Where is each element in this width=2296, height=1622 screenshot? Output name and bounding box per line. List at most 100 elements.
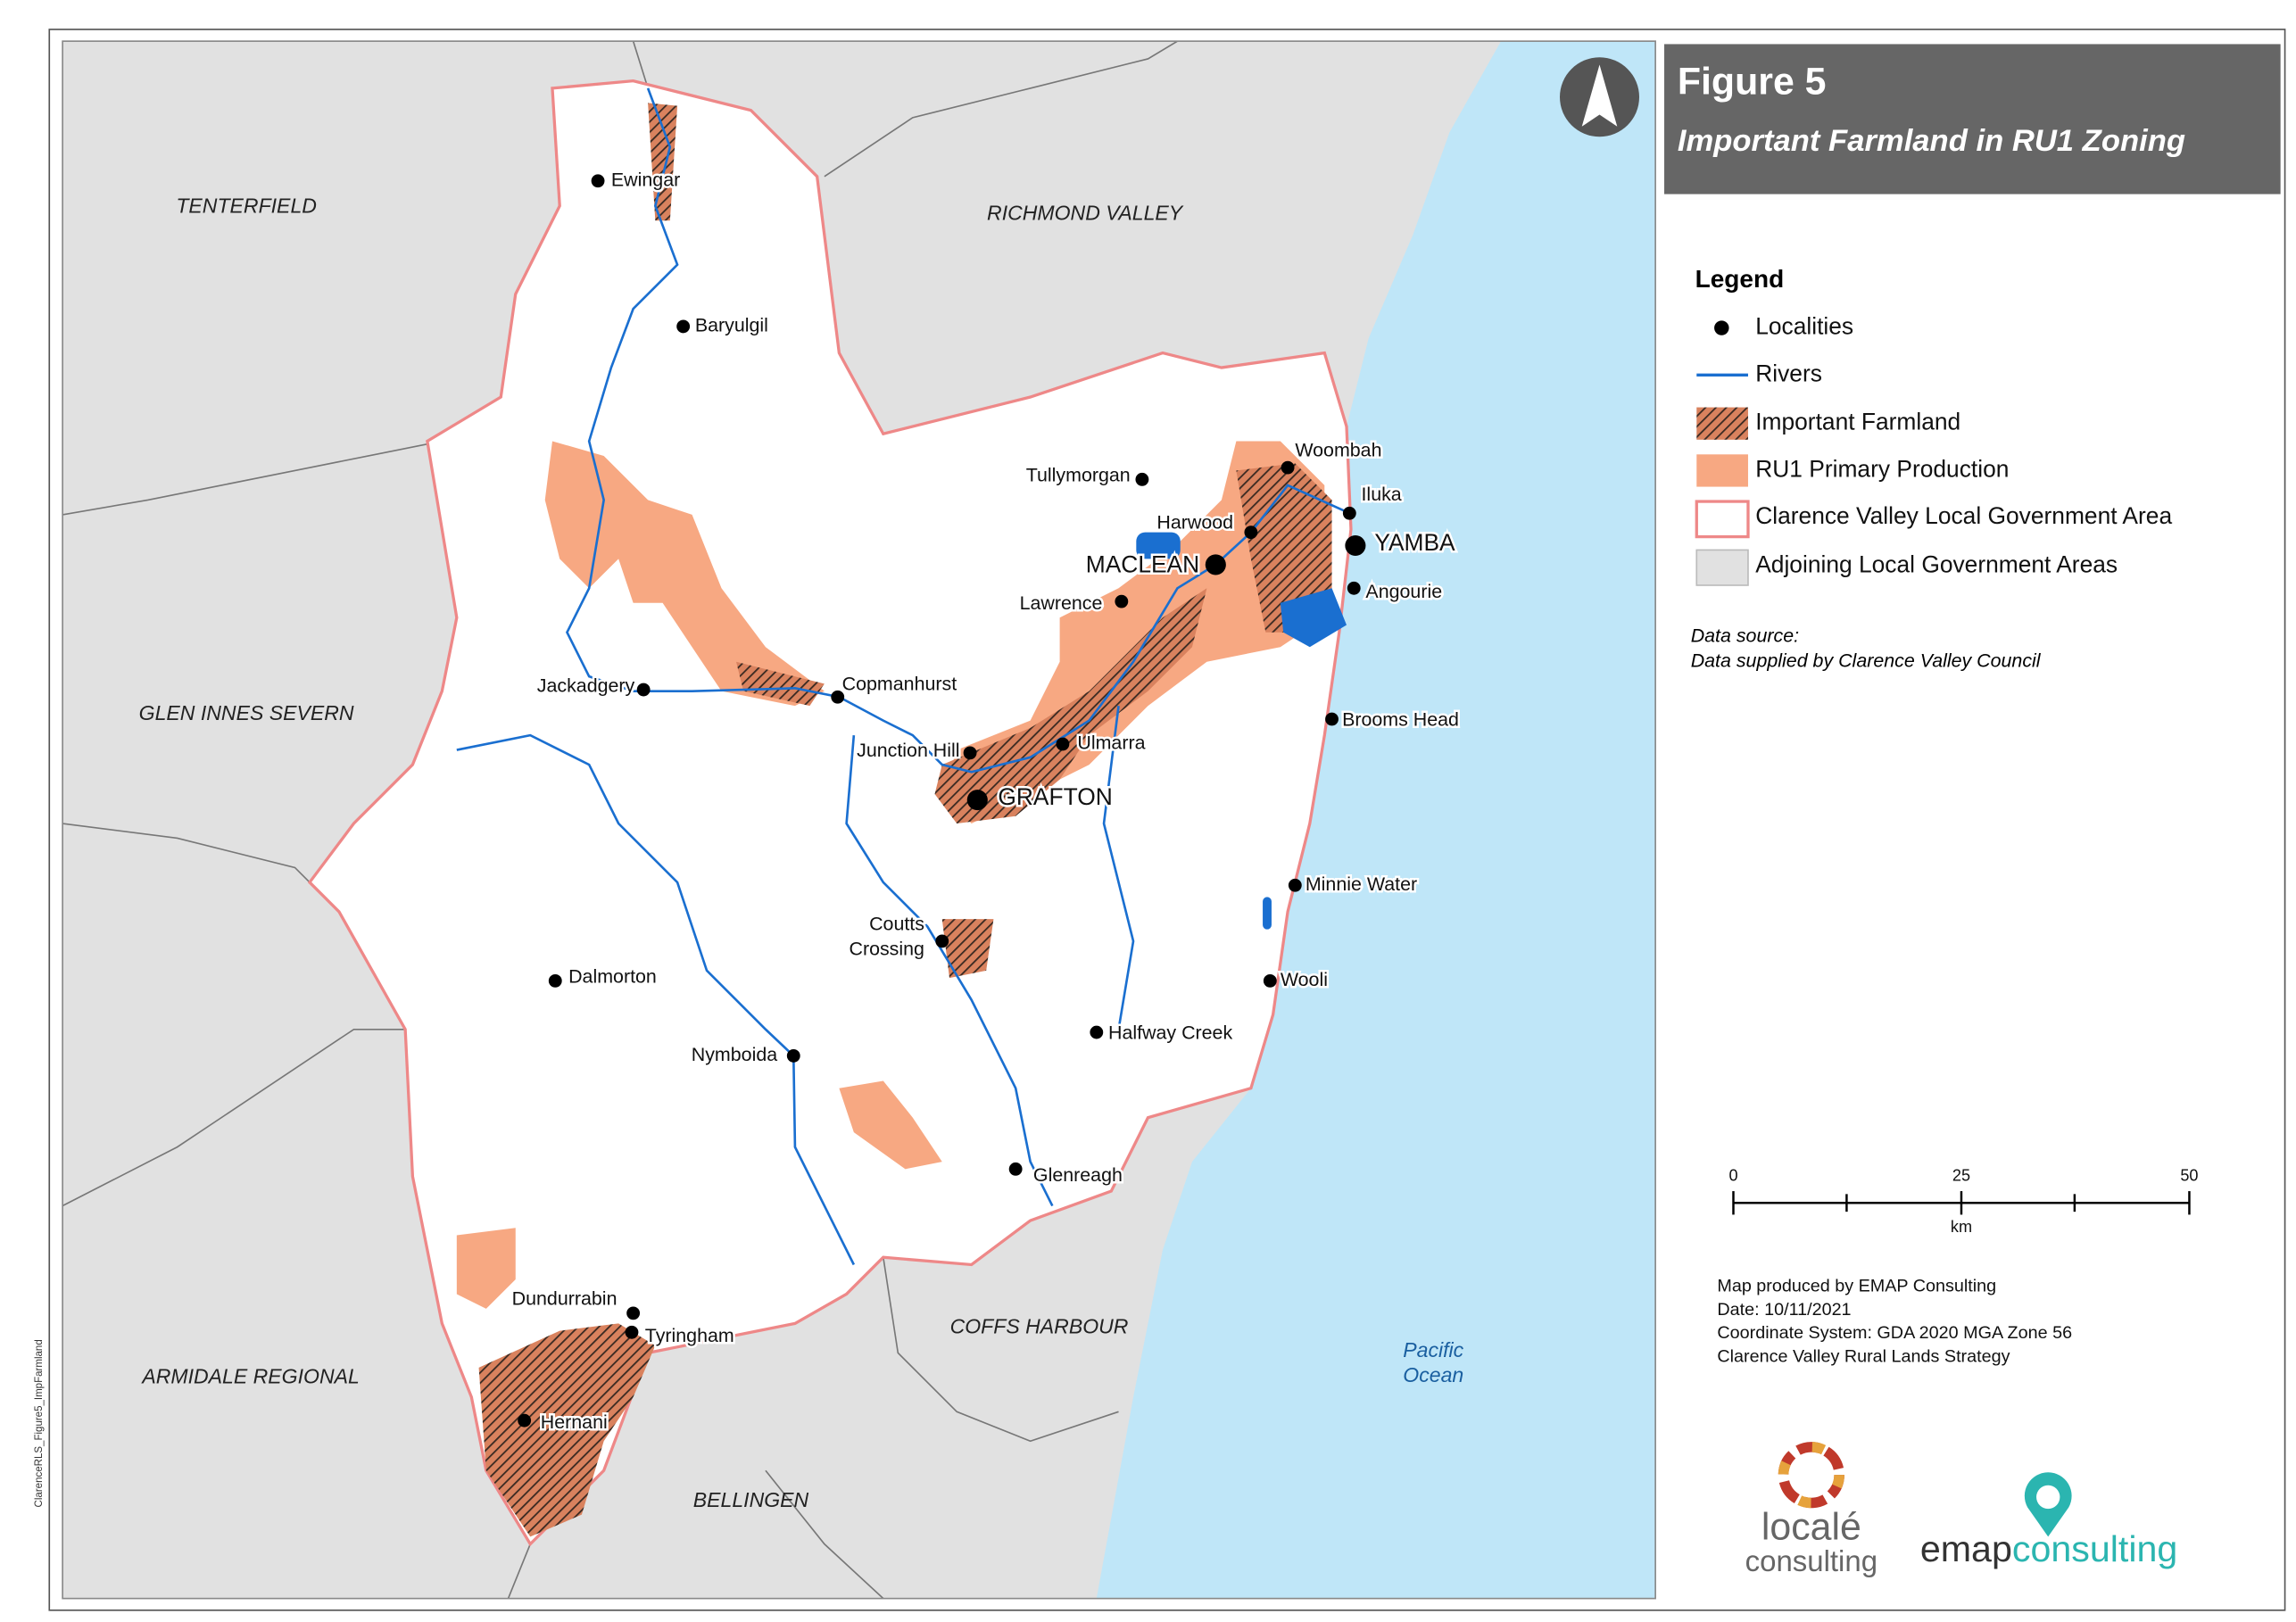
- locality-label: Glenreagh: [1033, 1164, 1123, 1186]
- rivers: [456, 87, 1350, 1266]
- locality-label: Halfway Creek: [1108, 1022, 1232, 1043]
- locale-logo: localé: [1761, 1505, 1861, 1548]
- map-border: [62, 40, 1656, 1600]
- locality-label: Tullymorgan: [1026, 465, 1131, 486]
- locality-dot: [1115, 594, 1129, 608]
- locality-dot: [625, 1325, 639, 1339]
- locality-label: Woombah: [1295, 440, 1381, 461]
- locality-dot: [636, 683, 651, 697]
- credit: Coordinate System: GDA 2020 MGA Zone 56: [1717, 1323, 2072, 1343]
- file-label: ClarenceRLS_Figure5_ImpFarmland: [34, 1339, 45, 1507]
- town-dot: [1205, 554, 1226, 575]
- ocean-label: Ocean: [1403, 1363, 1463, 1386]
- locality-dot: [676, 319, 691, 334]
- locality-dot: [1008, 1162, 1023, 1176]
- scale-bar: [1732, 1191, 2191, 1215]
- locality-dot: [1288, 878, 1302, 892]
- north-arrow: [1560, 57, 1640, 137]
- locality-dot: [935, 934, 949, 948]
- town-dot: [966, 790, 988, 811]
- locality-label: Ewingar: [611, 169, 680, 190]
- locality-label: Dalmorton: [568, 966, 657, 988]
- locality-label: Dundurrabin: [512, 1288, 618, 1310]
- locality-label: Minnie Water: [1305, 873, 1417, 895]
- locality-label: Copmanhurst: [842, 674, 957, 695]
- locale-logo: consulting: [1745, 1544, 1877, 1577]
- legend-item: Clarence Valley Local Government Area: [1755, 502, 2172, 529]
- locality-dot: [963, 746, 977, 760]
- legend-item: Localities: [1755, 313, 1853, 340]
- town-label: GRAFTON: [998, 783, 1112, 810]
- data-source: Data supplied by Clarence Valley Council: [1691, 650, 2042, 671]
- legend-title: Legend: [1695, 265, 1785, 293]
- locality-label: Baryulgil: [695, 315, 768, 336]
- locality-label: Wooli: [1281, 969, 1328, 990]
- locality-label: Brooms Head: [1342, 708, 1459, 730]
- scale-label: 50: [2180, 1166, 2198, 1184]
- localities: Ewingar Baryulgil Tullymorgan Woombah Iluka H…: [510, 167, 1461, 1436]
- credit: Date: 10/11/2021: [1717, 1300, 1851, 1320]
- legend-item: Rivers: [1755, 360, 1822, 386]
- locality-dot: [626, 1306, 641, 1320]
- legend-item: RU1 Primary Production: [1755, 455, 2009, 482]
- locality-dot: [1325, 712, 1339, 726]
- locality-label: Iluka: [1361, 484, 1401, 505]
- locality-label: Lawrence: [1020, 592, 1103, 614]
- town-dot: [1345, 534, 1366, 557]
- data-source-label: Data source:: [1691, 625, 1799, 646]
- town-label: YAMBA: [1374, 529, 1455, 556]
- locality-label: Harwood: [1156, 511, 1233, 533]
- lga-boundaries: [62, 41, 1178, 1599]
- legend-item: Adjoining Local Government Areas: [1755, 551, 2118, 578]
- scale-unit: km: [1951, 1218, 1972, 1236]
- locality-label: Tyringham: [645, 1325, 734, 1346]
- locality-dot: [1347, 581, 1361, 595]
- region-label: BELLINGEN: [693, 1488, 809, 1511]
- map: TENTERFIELD RICHMOND VALLEY GLEN INNES S…: [62, 41, 1656, 1599]
- locality-label: Junction Hill: [857, 740, 959, 761]
- lakes: [1136, 532, 1347, 930]
- ocean: [1096, 41, 1656, 1599]
- region-labels: TENTERFIELD RICHMOND VALLEY GLEN INNES S…: [139, 194, 1464, 1510]
- locality-label: Ulmarra: [1077, 732, 1145, 754]
- region-label: GLEN INNES SEVERN: [139, 701, 354, 724]
- credit: Map produced by EMAP Consulting: [1717, 1276, 1996, 1295]
- region-label: RICHMOND VALLEY: [987, 202, 1184, 225]
- locality-dot: [786, 1049, 800, 1063]
- locality-dot: [1090, 1025, 1104, 1039]
- region-label: ARMIDALE REGIONAL: [140, 1364, 360, 1387]
- title: Figure 5: [1678, 60, 1827, 103]
- legend: [1695, 320, 1750, 586]
- legend-item: Important Farmland: [1755, 409, 1960, 435]
- region-label: COFFS HARBOUR: [950, 1314, 1129, 1337]
- locality-dot: [1342, 506, 1356, 520]
- region-label: TENTERFIELD: [176, 194, 317, 217]
- locality-dot: [1135, 472, 1149, 486]
- ocean-label: Pacific: [1403, 1338, 1463, 1361]
- locality-label: Angourie: [1365, 581, 1442, 602]
- subtitle: Important Farmland in RU1 Zoning: [1678, 124, 2185, 158]
- scale-label: 25: [1952, 1166, 1970, 1184]
- locality-dot: [518, 1413, 532, 1428]
- locality-dot: [548, 973, 562, 988]
- emap-logo-icon: [2024, 1472, 2072, 1537]
- title-box: [1664, 44, 2281, 194]
- locale-logo-icon: [1778, 1442, 1844, 1509]
- locality-label: Hernani: [541, 1411, 608, 1433]
- locality-label: Crossing: [849, 938, 924, 959]
- credit: Clarence Valley Rural Lands Strategy: [1717, 1347, 2010, 1367]
- locality-label: Coutts: [869, 913, 924, 934]
- locality-label: Jackadgery: [537, 674, 635, 696]
- scale-label: 0: [1728, 1166, 1737, 1184]
- locality-dot: [1263, 973, 1277, 988]
- emap-word: emap: [1920, 1528, 2012, 1569]
- locality-dot: [591, 174, 605, 188]
- locality-dot: [831, 690, 845, 704]
- locality-label: Nymboida: [692, 1044, 777, 1065]
- locality-dot: [1244, 525, 1258, 540]
- town-label: MACLEAN: [1086, 551, 1199, 578]
- locality-dot: [1056, 737, 1070, 751]
- locality-dot: [1281, 460, 1295, 475]
- emap-logo: emapconsulting: [1920, 1528, 2178, 1569]
